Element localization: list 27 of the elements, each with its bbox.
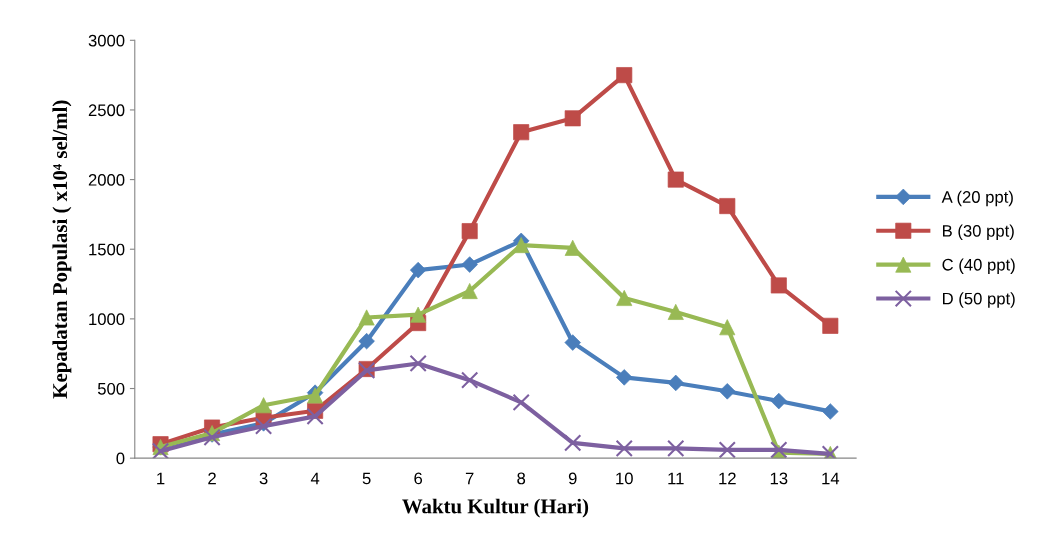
legend-label: B (30 ppt): [943, 224, 1014, 241]
x-tick-label: 3: [259, 472, 268, 485]
x-axis-title: Waktu Kultur (Hari): [402, 498, 589, 518]
y-tick-label: 1500: [89, 243, 125, 256]
legend-label: D (50 ppt): [943, 292, 1015, 308]
legend-label: A (20 ppt): [941, 190, 1013, 207]
x-tick-label: 5: [362, 472, 371, 485]
x-tick-label: 2: [208, 472, 216, 485]
y-tick-label: 0: [116, 452, 125, 465]
x-tick-label: 10: [616, 472, 633, 485]
y-tick-label: 2000: [88, 173, 125, 186]
x-tick-label: 9: [568, 472, 577, 485]
x-tick-label: 4: [310, 472, 320, 485]
x-tick-label: 8: [517, 472, 526, 485]
x-tick-label: 6: [414, 472, 423, 485]
x-tick-label: 13: [770, 472, 788, 485]
y-tick-label: 2500: [88, 104, 125, 117]
y-tick-label: 1000: [89, 313, 125, 326]
x-tick-label: 11: [668, 472, 684, 485]
x-tick-label: 14: [822, 472, 840, 485]
x-tick-label: 1: [157, 472, 165, 485]
x-tick-label: 7: [465, 472, 474, 485]
legend-label: C (40 ppt): [942, 258, 1015, 274]
y-tick-label: 3000: [88, 34, 125, 47]
y-tick-label: 500: [97, 382, 125, 395]
x-tick-label: 12: [719, 472, 736, 485]
y-axis-title: Kepadatan Populasi ( x10⁴ sel/ml): [52, 100, 72, 399]
